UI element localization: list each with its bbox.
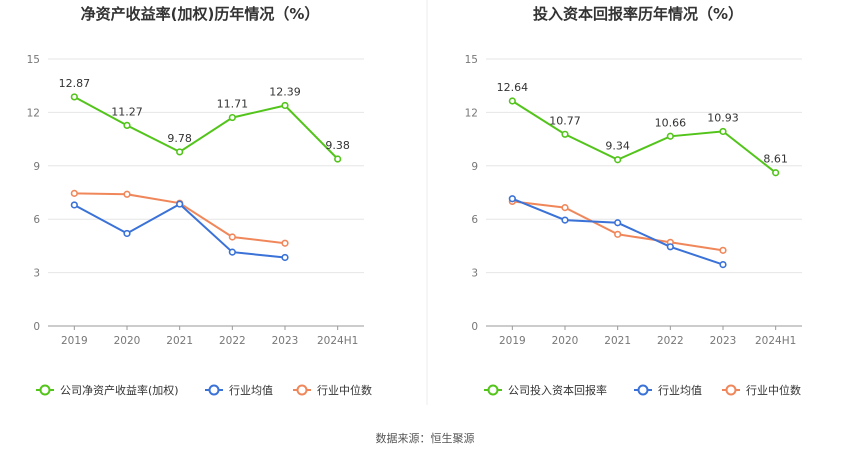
data-label: 10.66 [655, 116, 687, 129]
legend-item-3: 行业中位数 [293, 383, 372, 397]
legend-label: 行业均值 [658, 384, 702, 397]
x-tick-label: 2023 [272, 335, 299, 347]
legend-item-3: 行业中位数 [722, 383, 801, 397]
data-point [228, 248, 236, 256]
data-point [561, 130, 569, 138]
chart-title: 净资产收益率(加权)历年情况（%） [81, 5, 320, 23]
x-tick-label: 2024H1 [755, 335, 796, 347]
data-point [719, 246, 727, 254]
legend-swatch-marker [296, 384, 308, 396]
legend-label: 行业中位数 [746, 383, 801, 397]
data-label: 12.87 [59, 77, 91, 90]
data-label: 10.77 [549, 114, 581, 127]
legend-item-1: 公司投入资本回报率 [484, 383, 607, 397]
y-tick-label: 0 [33, 321, 40, 333]
data-label: 9.38 [325, 139, 350, 152]
data-point [719, 127, 727, 136]
legend-swatch-marker [208, 384, 220, 396]
legend-label: 行业中位数 [317, 383, 372, 397]
y-tick-label: 3 [33, 268, 40, 280]
y-tick-label: 9 [33, 161, 40, 173]
y-tick-label: 12 [27, 107, 40, 119]
data-point [281, 253, 289, 262]
data-point [123, 229, 131, 238]
data-point [123, 121, 131, 129]
data-point [772, 169, 780, 177]
legend-swatch-marker [39, 384, 51, 396]
data-point [228, 113, 236, 122]
data-point [123, 190, 131, 198]
x-tick-label: 2023 [710, 335, 737, 347]
data-point [508, 97, 516, 105]
chart-panel-1: 净资产收益率(加权)历年情况（%） 0 3 6 9 12 15 2019 2020 2021 202… [27, 5, 372, 397]
x-tick-label: 2019 [61, 335, 88, 347]
data-point [228, 233, 236, 241]
data-point [614, 230, 622, 238]
data-point [281, 101, 289, 110]
data-point [70, 189, 78, 197]
x-tick-label: 2021 [166, 335, 193, 347]
data-point [614, 156, 622, 164]
legend-item-2: 行业均值 [205, 384, 273, 397]
y-tick-label: 3 [471, 268, 478, 280]
legend-label: 公司投入资本回报率 [508, 383, 607, 397]
data-point [334, 155, 342, 163]
y-tick-label: 15 [27, 54, 40, 66]
data-label: 9.34 [605, 140, 630, 153]
data-label: 10.93 [707, 111, 739, 124]
series-line-1 [73, 96, 339, 160]
legend-swatch-marker [487, 384, 499, 396]
legend-swatch-marker [725, 384, 737, 396]
data-point [70, 93, 78, 101]
data-point [666, 243, 674, 251]
data-point [281, 239, 289, 247]
legend-item-2: 行业均值 [634, 384, 702, 397]
x-tick-label: 2022 [657, 335, 684, 347]
source-note: 数据来源：恒生聚源 [376, 431, 475, 445]
data-point [176, 148, 184, 156]
y-tick-label: 15 [465, 54, 478, 66]
data-point [176, 200, 184, 208]
data-point [666, 132, 674, 140]
y-tick-label: 9 [471, 161, 478, 173]
x-tick-label: 2021 [604, 335, 631, 347]
data-label: 8.61 [763, 153, 788, 166]
chart-panel-2: 投入资本回报率历年情况（%） 0 3 6 9 12 15 2019 2020 2021 2022 20… [465, 5, 802, 397]
x-tick-label: 2020 [552, 335, 579, 347]
data-point [614, 219, 622, 227]
data-label: 12.64 [497, 81, 529, 94]
x-tick-label: 2022 [219, 335, 246, 347]
data-label: 11.71 [217, 98, 249, 111]
data-point [561, 216, 569, 224]
legend-label: 行业均值 [229, 384, 273, 397]
data-label: 9.78 [167, 132, 192, 145]
data-point [561, 204, 569, 212]
legend-label: 公司净资产收益率(加权) [60, 383, 179, 397]
data-label: 11.27 [111, 105, 143, 118]
data-label: 12.39 [269, 85, 301, 98]
series-line-2 [73, 202, 286, 259]
legend-swatch-marker [637, 384, 649, 396]
series-line-1 [511, 100, 777, 174]
data-point [719, 260, 727, 269]
y-tick-label: 6 [471, 214, 478, 226]
chart-title: 投入资本回报率历年情况（%） [533, 5, 743, 23]
x-tick-label: 2020 [114, 335, 141, 347]
data-point [70, 201, 78, 209]
x-tick-label: 2019 [499, 335, 526, 347]
y-tick-label: 12 [465, 107, 478, 119]
legend-item-1: 公司净资产收益率(加权) [36, 383, 179, 397]
data-point [508, 195, 516, 203]
y-tick-label: 0 [471, 321, 478, 333]
y-tick-label: 6 [33, 214, 40, 226]
x-tick-label: 2024H1 [317, 335, 358, 347]
